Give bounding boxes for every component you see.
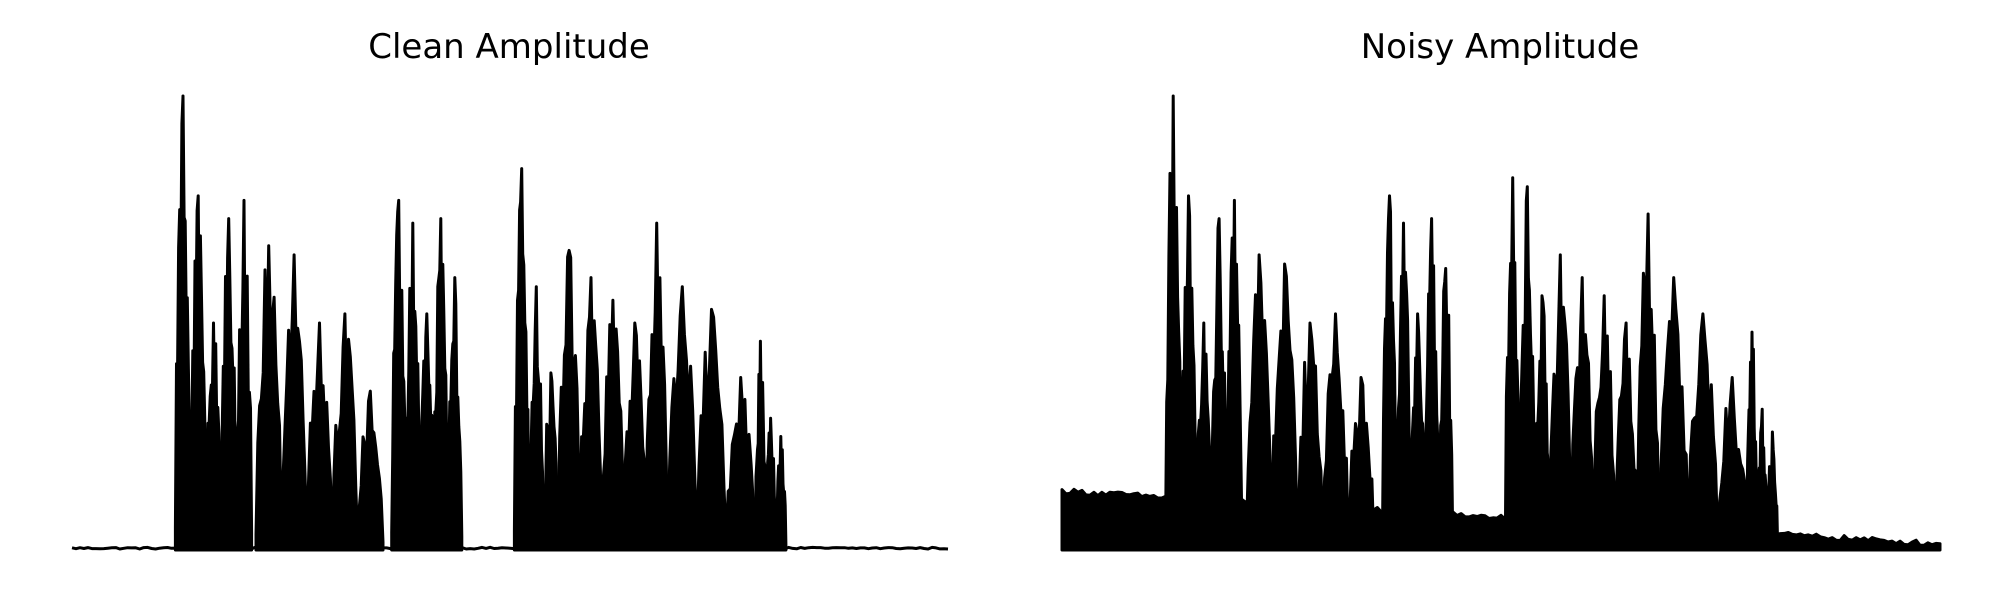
- noisy-amplitude-title: Noisy Amplitude: [1361, 27, 1640, 67]
- amplitude-burst-4: [1547, 212, 1661, 552]
- amplitude-burst-2: [1381, 194, 1455, 552]
- noisy-amplitude-plot-area: [1060, 94, 1942, 552]
- noisy-amplitude-panel: Noisy Amplitude: [1060, 27, 1942, 552]
- amplitude-burst-5: [666, 285, 757, 552]
- amplitude-burst-6: [753, 339, 788, 552]
- amplitude-burst-0: [173, 94, 254, 552]
- amplitude-burst-1: [254, 244, 385, 552]
- clean-amplitude-plot-area: [71, 94, 949, 552]
- clean-amplitude-title: Clean Amplitude: [368, 27, 650, 67]
- amplitude-burst-3: [512, 167, 560, 552]
- amplitude-burst-0: [1164, 94, 1244, 552]
- amplitude-burst-4: [556, 221, 670, 552]
- amplitude-burst-2: [390, 198, 464, 552]
- amplitude-burst-5: [1657, 276, 1749, 552]
- clean-amplitude-panel: Clean Amplitude: [71, 27, 949, 552]
- amplitude-burst-6: [1745, 330, 1780, 552]
- amplitude-burst-3: [1503, 176, 1551, 552]
- amplitude-burst-1: [1244, 253, 1376, 552]
